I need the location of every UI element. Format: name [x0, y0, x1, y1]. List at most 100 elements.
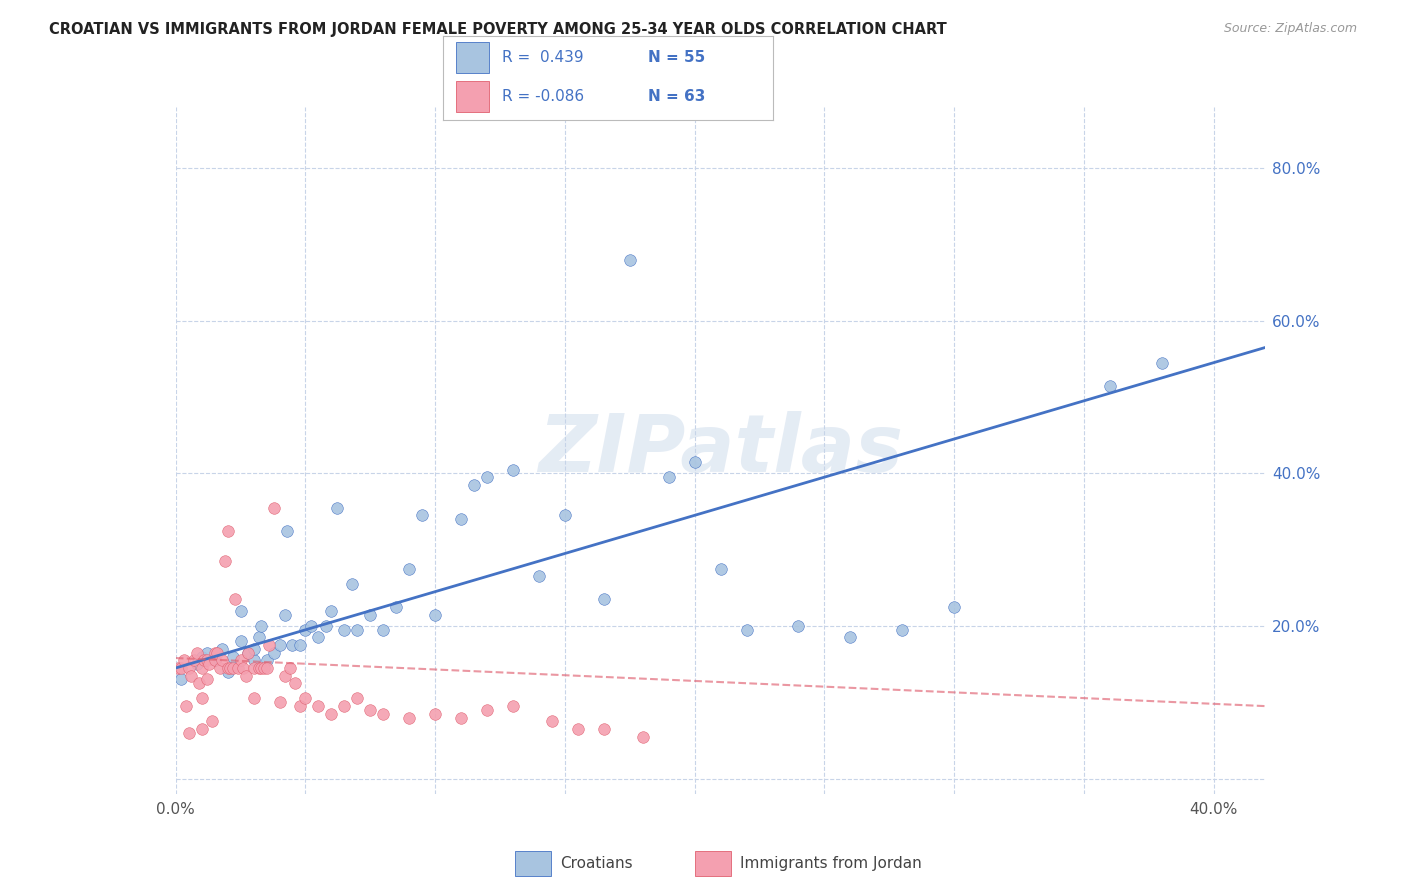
Point [269, 695, 291, 709]
Point [281, 638, 304, 652]
Point [232, 661, 254, 675]
Point [217, 524, 239, 538]
Point [170, 673, 193, 687]
Point [333, 623, 356, 637]
Point [195, 673, 218, 687]
Point [211, 653, 233, 667]
Point [315, 619, 337, 633]
Point [242, 691, 264, 706]
Point [502, 462, 524, 476]
Point [242, 661, 264, 675]
Point [839, 631, 862, 645]
Point [619, 252, 641, 267]
Point [195, 653, 218, 667]
Bar [456, 81, 489, 112]
Point [276, 524, 298, 538]
Point [278, 661, 301, 675]
Point [263, 646, 285, 660]
Text: Immigrants from Jordan: Immigrants from Jordan [740, 856, 922, 871]
Point [450, 512, 472, 526]
Point [226, 661, 249, 675]
Point [195, 646, 218, 660]
Point [398, 710, 420, 724]
Point [198, 657, 221, 672]
Point [475, 703, 498, 717]
Bar [695, 851, 731, 876]
Point [208, 661, 231, 675]
Point [238, 646, 260, 660]
Text: R = -0.086: R = -0.086 [502, 89, 585, 104]
Point [284, 676, 307, 690]
Point [359, 607, 381, 622]
Point [177, 726, 200, 740]
Point [190, 691, 212, 706]
Point [204, 653, 226, 667]
Point [527, 569, 550, 583]
Point [299, 619, 322, 633]
Point [943, 599, 966, 614]
Point [188, 676, 211, 690]
Point [257, 638, 280, 652]
Point [235, 668, 257, 682]
Point [294, 623, 316, 637]
Point [321, 604, 343, 618]
Point [290, 638, 312, 652]
Point [554, 508, 576, 523]
Point [263, 500, 285, 515]
Point [217, 661, 239, 675]
Point [373, 623, 395, 637]
Point [274, 668, 297, 682]
Point [180, 668, 202, 682]
Point [170, 661, 193, 675]
Point [253, 661, 276, 675]
Point [1098, 378, 1121, 392]
Text: ZIPatlas: ZIPatlas [538, 411, 903, 490]
Point [385, 599, 408, 614]
Point [475, 470, 498, 484]
Point [193, 653, 215, 667]
Text: Source: ZipAtlas.com: Source: ZipAtlas.com [1223, 22, 1357, 36]
Point [250, 661, 273, 675]
Point [567, 722, 589, 736]
Point [891, 623, 914, 637]
Point [359, 703, 381, 717]
Point [173, 653, 195, 667]
Point [219, 661, 242, 675]
Point [204, 646, 226, 660]
Point [190, 661, 212, 675]
Point [177, 661, 200, 675]
Point [307, 631, 329, 645]
Point [425, 706, 447, 721]
Bar [515, 851, 551, 876]
Point [229, 604, 252, 618]
Point [183, 653, 205, 667]
Text: N = 55: N = 55 [648, 50, 704, 65]
Point [346, 691, 368, 706]
Point [247, 661, 270, 675]
Point [1150, 356, 1173, 370]
Point [174, 699, 197, 714]
Text: N = 63: N = 63 [648, 89, 706, 104]
Point [217, 665, 239, 679]
Point [190, 649, 212, 664]
Point [333, 699, 356, 714]
Point [186, 657, 208, 672]
Bar [456, 43, 489, 73]
Point [229, 634, 252, 648]
Point [269, 638, 291, 652]
Point [242, 653, 264, 667]
Point [463, 477, 485, 491]
Point [592, 592, 614, 607]
Point [683, 455, 706, 469]
Point [592, 722, 614, 736]
Point [398, 562, 420, 576]
Point [256, 653, 278, 667]
Point [222, 661, 245, 675]
Point [167, 661, 190, 675]
Point [373, 706, 395, 721]
Point [346, 623, 368, 637]
Point [207, 646, 229, 660]
Point [274, 607, 297, 622]
Point [735, 623, 758, 637]
Point [658, 470, 681, 484]
